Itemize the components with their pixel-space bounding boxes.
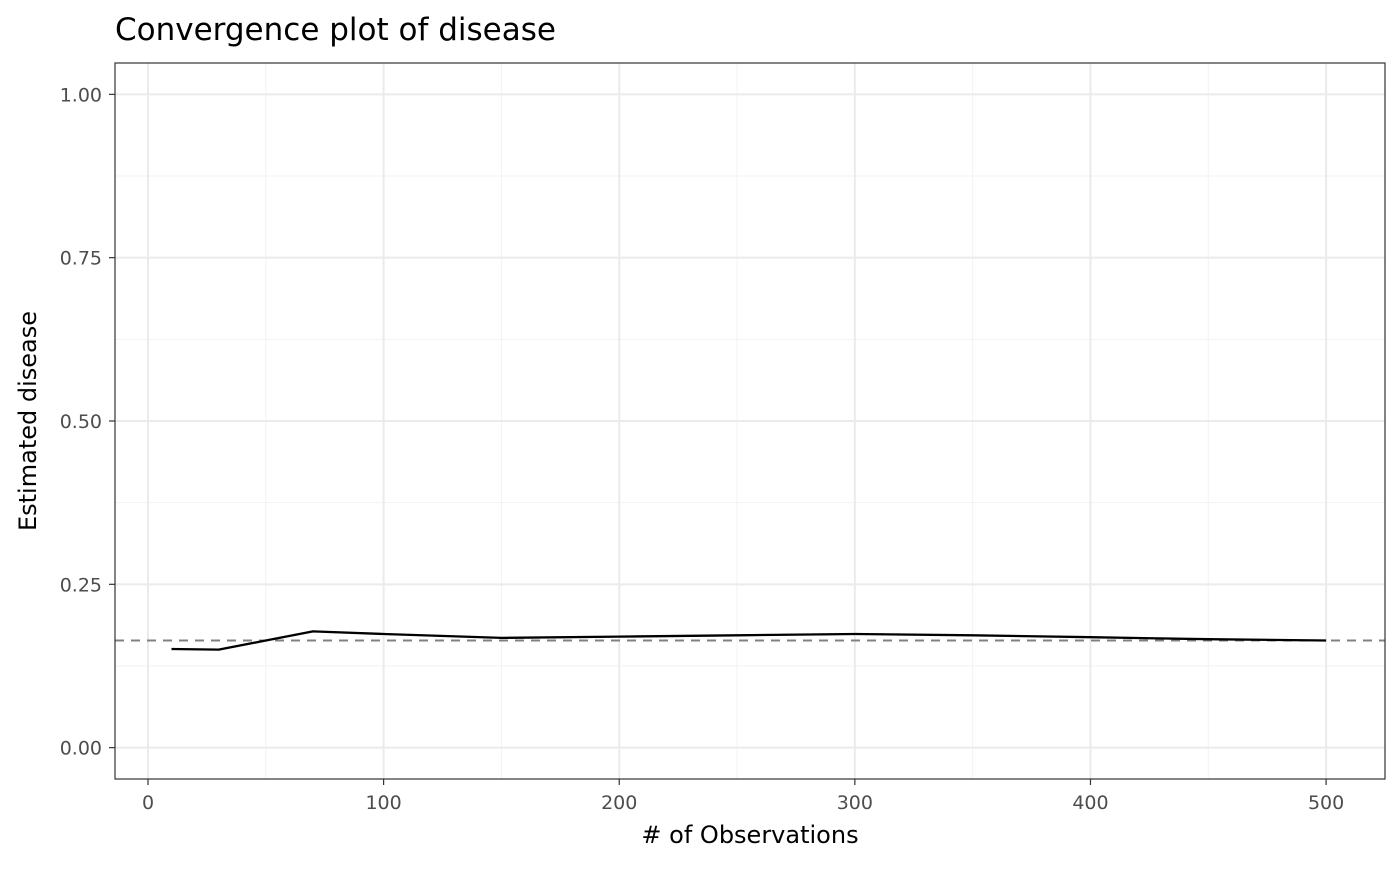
y-axis: 0.00 0.25 0.50 0.75 1.00 [60, 84, 115, 760]
chart-title: Convergence plot of disease [115, 12, 556, 48]
y-tick-label: 0.25 [60, 574, 102, 596]
series-line [171, 630, 1327, 651]
x-axis-title: # of Observations [641, 821, 858, 849]
x-tick-label: 100 [365, 792, 401, 814]
series-layer [171, 630, 1327, 651]
x-tick-label: 400 [1072, 792, 1108, 814]
y-axis-title: Estimated disease [14, 311, 42, 531]
major-grid [115, 63, 1385, 779]
x-tick-label: 500 [1308, 792, 1344, 814]
x-tick-label: 0 [142, 792, 154, 814]
x-tick-label: 200 [601, 792, 637, 814]
x-tick-label: 300 [837, 792, 873, 814]
y-tick-label: 0.00 [60, 738, 102, 760]
y-tick-label: 1.00 [60, 84, 102, 106]
x-axis: 0 100 200 300 400 500 [142, 779, 1344, 814]
y-tick-label: 0.75 [60, 248, 102, 270]
y-tick-label: 0.50 [60, 411, 102, 433]
